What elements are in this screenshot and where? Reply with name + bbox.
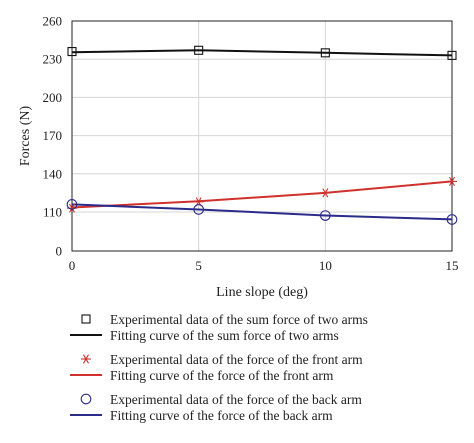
plot-frame [71, 20, 453, 252]
y-tick-label: 170 [43, 128, 63, 143]
fit-line-front [71, 180, 453, 209]
axis-ticks: 0 5 10 15 0 110 140 170 200 230 260 [43, 14, 459, 274]
data-point-back [193, 204, 205, 215]
legend-label-front-fit: Fitting curve of the force of the front … [110, 368, 334, 383]
x-tick-label: 10 [319, 258, 332, 273]
legend-marker-front [81, 354, 91, 364]
grid [71, 20, 453, 251]
legend-label-sum-experimental: Experimental data of the sum force of tw… [110, 312, 368, 327]
data-point-back [66, 199, 78, 210]
data-point-sum [447, 50, 457, 60]
data-point-front [447, 176, 457, 187]
legend-label-sum-fit: Fitting curve of the sum force of two ar… [110, 328, 339, 343]
y-tick-label: 110 [43, 205, 62, 220]
y-axis-label: Forces (N) [18, 106, 33, 167]
data-point-sum [194, 45, 204, 55]
legend-label-front-experimental: Experimental data of the force of the fr… [110, 352, 363, 367]
y-tick-label: 140 [43, 166, 63, 181]
x-axis-label: Line slope (deg) [216, 285, 308, 300]
fit-line-sum [71, 49, 453, 57]
legend: Experimental data of the sum force of tw… [70, 312, 368, 423]
legend-label-back-fit: Fitting curve of the force of the back a… [110, 408, 333, 423]
data-point-sum [67, 47, 77, 57]
data-point-front [320, 188, 331, 198]
fit-line-back [71, 203, 453, 221]
legend-label-back-experimental: Experimental data of the force of the ba… [110, 392, 362, 407]
y-tick-label: 0 [56, 244, 63, 259]
y-tick-label: 230 [43, 52, 63, 67]
fit-curves [71, 49, 453, 221]
x-tick-label: 15 [446, 258, 459, 273]
data-markers [66, 45, 458, 225]
y-tick-label: 260 [43, 14, 63, 29]
y-tick-label: 200 [43, 90, 63, 105]
x-tick-label: 5 [195, 258, 202, 273]
x-tick-label: 0 [69, 258, 76, 273]
legend-marker-sum [81, 314, 91, 324]
data-point-back [319, 210, 331, 221]
data-point-back [446, 214, 458, 225]
data-point-sum [320, 48, 330, 58]
legend-marker-back [80, 393, 92, 405]
